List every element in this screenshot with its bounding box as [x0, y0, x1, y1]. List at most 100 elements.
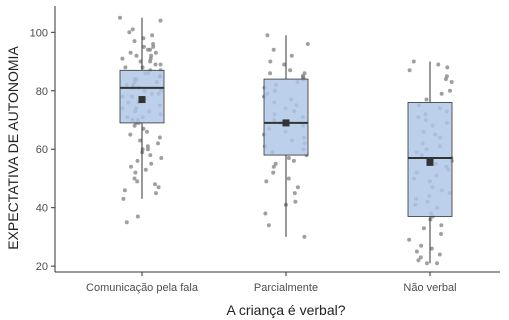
data-point: [141, 44, 146, 49]
data-point: [145, 129, 149, 134]
data-point: [407, 237, 412, 242]
y-tick-label: 40: [36, 203, 48, 215]
data-point: [159, 156, 164, 160]
data-point: [302, 234, 307, 239]
y-tick-label: 60: [36, 144, 48, 156]
data-point: [439, 223, 444, 228]
data-point: [271, 170, 276, 175]
data-point: [448, 88, 452, 93]
box-iqr: [263, 78, 309, 156]
data-point: [132, 39, 137, 44]
x-axis: Comunicação pela fala Parcialmente Não ver…: [55, 271, 500, 294]
data-point: [148, 153, 153, 158]
data-point: [418, 255, 423, 260]
data-point: [134, 53, 139, 58]
data-point: [286, 156, 291, 160]
data-point: [128, 132, 133, 137]
data-point: [128, 50, 133, 55]
data-point: [153, 50, 158, 55]
data-point: [143, 167, 148, 172]
data-point: [145, 144, 150, 149]
data-point: [158, 62, 163, 67]
data-point: [135, 158, 140, 163]
data-point: [424, 97, 429, 102]
data-point: [293, 199, 298, 204]
data-point: [407, 68, 412, 73]
data-point: [121, 196, 126, 201]
data-point: [292, 191, 297, 196]
data-point: [439, 232, 443, 236]
data-point: [124, 220, 129, 225]
data-point: [264, 179, 269, 184]
data-point: [305, 42, 310, 46]
data-point: [146, 47, 150, 52]
x-axis-title: A criança é verbal?: [226, 302, 345, 318]
data-point: [445, 65, 450, 70]
data-point: [289, 53, 294, 58]
data-point: [421, 226, 426, 231]
data-point: [414, 249, 419, 254]
data-point: [435, 261, 439, 266]
data-point: [135, 214, 140, 219]
data-point: [151, 44, 156, 49]
data-point: [266, 223, 271, 228]
x-tick-label: Não verbal: [403, 282, 456, 294]
data-point: [286, 176, 291, 181]
data-point: [291, 158, 296, 163]
data-point: [263, 211, 268, 216]
data-point: [154, 191, 158, 196]
data-point: [140, 65, 145, 70]
y-tick-label: 20: [36, 261, 48, 273]
data-point: [122, 188, 127, 193]
data-point: [419, 243, 424, 248]
data-point: [429, 246, 434, 251]
data-point: [449, 80, 454, 84]
data-point: [437, 252, 442, 257]
data-point: [150, 33, 155, 38]
data-point: [153, 62, 158, 67]
data-point: [120, 56, 125, 61]
data-point: [265, 33, 270, 38]
data-point: [145, 147, 150, 152]
data-point: [153, 182, 157, 187]
data-point: [123, 65, 128, 70]
data-point: [148, 59, 153, 64]
data-point: [132, 176, 137, 181]
data-point: [302, 71, 307, 76]
data-point: [295, 185, 300, 190]
data-point: [411, 59, 416, 64]
data-point: [135, 179, 140, 184]
x-tick-label: Comunicação pela fala: [86, 282, 199, 294]
data-point: [129, 164, 133, 169]
data-point: [268, 59, 273, 64]
data-point: [282, 62, 287, 67]
mean-marker: [282, 119, 290, 127]
data-point: [149, 161, 154, 166]
data-point: [156, 185, 161, 190]
mean-marker: [426, 158, 434, 166]
y-tick-label: 100: [30, 27, 48, 39]
data-point: [288, 68, 293, 73]
y-axis: 20 40 60 80 100: [30, 6, 56, 273]
data-point: [443, 77, 448, 82]
mean-marker: [138, 96, 146, 104]
data-point: [133, 170, 138, 175]
data-point: [151, 42, 156, 46]
data-point: [130, 27, 135, 32]
data-point: [416, 258, 421, 263]
data-point: [156, 141, 160, 146]
data-point: [158, 18, 163, 23]
data-point: [268, 71, 273, 76]
data-point: [118, 15, 122, 20]
data-point: [157, 135, 162, 140]
data-point: [436, 62, 441, 67]
data-point: [271, 47, 276, 52]
data-point: [439, 91, 444, 96]
data-point: [132, 123, 137, 128]
data-point: [271, 164, 276, 169]
x-tick-label: Parcialmente: [254, 282, 318, 294]
y-tick-label: 80: [36, 86, 48, 98]
box-plots: [119, 17, 453, 264]
data-point: [424, 261, 429, 266]
